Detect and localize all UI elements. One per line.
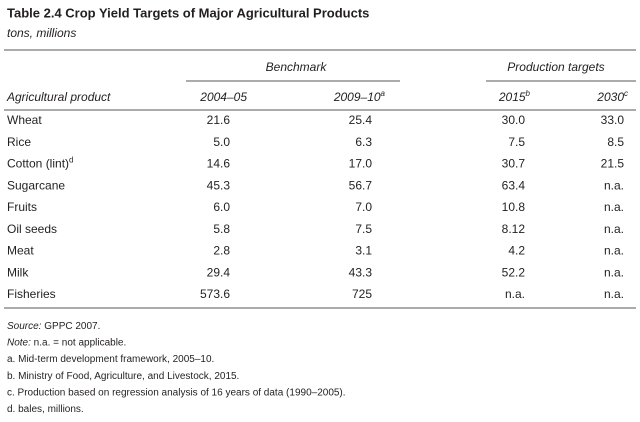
cell: 17.0 [349, 157, 373, 171]
cell: 6.0 [213, 200, 230, 214]
cell: 8.5 [607, 135, 624, 149]
note: c. Production based on regression analys… [7, 387, 346, 398]
cell: 5.8 [213, 222, 230, 236]
cell: 5.0 [213, 135, 230, 149]
cell: n.a. [604, 178, 624, 192]
note: Note: n.a. = not applicable. [7, 337, 126, 348]
row-label-text: Wheat [7, 113, 42, 127]
column-header: 2004–05 [199, 90, 247, 104]
cell: n.a. [604, 287, 624, 301]
footnote-mark: d [69, 156, 73, 165]
row-label: Fisheries [7, 287, 56, 301]
row-label-text: Cotton (lint) [7, 157, 69, 171]
table-subtitle: tons, millions [7, 26, 76, 40]
row-label-text: Rice [7, 135, 31, 149]
column-header-text: Agricultural product [6, 90, 111, 104]
cell: n.a. [505, 287, 525, 301]
note-text: GPPC 2007. [41, 321, 100, 332]
row-label-text: Sugarcane [7, 178, 65, 192]
cell: 14.6 [207, 157, 231, 171]
cell: 43.3 [349, 265, 373, 279]
cell: 21.5 [601, 157, 625, 171]
cell: 52.2 [502, 265, 526, 279]
cell: 56.7 [349, 178, 373, 192]
cell: 29.4 [207, 265, 231, 279]
group-header: Benchmark [266, 60, 328, 74]
row-label-text: Milk [7, 265, 29, 279]
column-header-text: 2015 [498, 90, 526, 104]
note: d. bales, millions. [7, 404, 84, 415]
cell: n.a. [604, 222, 624, 236]
cell: 8.12 [502, 222, 526, 236]
note-text: d. bales, millions. [7, 404, 84, 415]
column-header-text: 2004–05 [199, 90, 247, 104]
row-label: Cotton (lint)d [7, 156, 73, 171]
group-header: Production targets [507, 60, 604, 74]
row-label: Milk [7, 265, 29, 279]
row-label-text: Meat [7, 244, 34, 258]
row-label: Wheat [7, 113, 42, 127]
cell: 725 [352, 287, 372, 301]
row-label-text: Oil seeds [7, 222, 57, 236]
cell: 30.0 [502, 113, 526, 127]
footnote-mark: a [381, 89, 386, 98]
cell: 6.3 [355, 135, 372, 149]
note-text: c. Production based on regression analys… [7, 387, 346, 398]
cell: 10.8 [502, 200, 526, 214]
table-title: Table 2.4 Crop Yield Targets of Major Ag… [7, 5, 369, 20]
note-text: b. Ministry of Food, Agriculture, and Li… [7, 370, 239, 381]
row-label: Rice [7, 135, 31, 149]
row-label: Sugarcane [7, 178, 65, 192]
cell: 4.2 [508, 244, 525, 258]
column-header: 2009–10a [333, 89, 386, 104]
row-label: Fruits [7, 200, 37, 214]
cell: n.a. [604, 244, 624, 258]
note: a. Mid-term development framework, 2005–… [7, 354, 214, 365]
row-label-text: Fruits [7, 200, 37, 214]
note-label: Note: [7, 337, 31, 348]
column-header-text: 2030 [596, 90, 624, 104]
cell: n.a. [604, 265, 624, 279]
column-header: Agricultural product [6, 90, 111, 104]
cell: 7.5 [355, 222, 372, 236]
cell: 63.4 [502, 178, 526, 192]
column-header: 2030c [596, 89, 628, 104]
row-label: Meat [7, 244, 34, 258]
cell: 7.0 [355, 200, 372, 214]
column-header: 2015b [498, 89, 531, 104]
row-label-text: Fisheries [7, 287, 56, 301]
note: b. Ministry of Food, Agriculture, and Li… [7, 370, 239, 381]
cell: 30.7 [502, 157, 526, 171]
cell: 33.0 [601, 113, 625, 127]
cell: 2.8 [213, 244, 230, 258]
cell: 573.6 [200, 287, 230, 301]
footnote-mark: c [624, 89, 628, 98]
cell: 7.5 [508, 135, 525, 149]
cell: 21.6 [207, 113, 231, 127]
note-label: Source: [7, 321, 42, 332]
footnote-mark: b [526, 89, 531, 98]
cell: 25.4 [349, 113, 373, 127]
note-text: n.a. = not applicable. [31, 337, 126, 348]
note: Source: GPPC 2007. [7, 321, 100, 332]
note-text: a. Mid-term development framework, 2005–… [7, 354, 214, 365]
row-label: Oil seeds [7, 222, 57, 236]
cell: n.a. [604, 200, 624, 214]
column-header-text: 2009–10 [333, 90, 381, 104]
cell: 3.1 [355, 244, 372, 258]
cell: 45.3 [207, 178, 231, 192]
